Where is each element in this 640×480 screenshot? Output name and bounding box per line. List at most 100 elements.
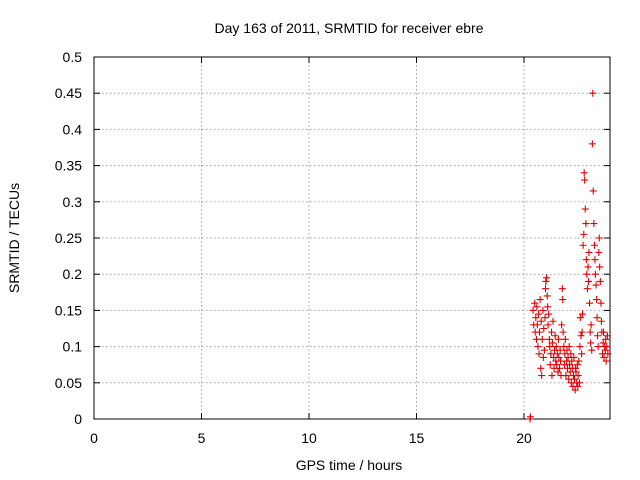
data-point bbox=[561, 350, 569, 358]
data-point bbox=[541, 314, 549, 322]
data-point bbox=[582, 256, 590, 264]
data-point bbox=[542, 285, 549, 293]
data-point bbox=[552, 343, 560, 351]
y-tick-label: 0.25 bbox=[55, 230, 82, 246]
data-point bbox=[557, 357, 565, 365]
data-point bbox=[591, 270, 599, 278]
data-point bbox=[603, 332, 611, 340]
data-point bbox=[545, 335, 553, 343]
y-tick-label: 0.15 bbox=[55, 302, 82, 318]
data-point bbox=[588, 140, 596, 148]
data-point bbox=[539, 306, 547, 314]
data-point bbox=[588, 346, 596, 354]
data-point bbox=[571, 375, 579, 383]
data-point bbox=[559, 328, 567, 336]
data-point bbox=[537, 364, 545, 372]
data-point bbox=[549, 317, 557, 325]
data-point bbox=[533, 303, 541, 311]
data-point bbox=[587, 339, 595, 347]
data-point bbox=[571, 386, 579, 394]
data-point bbox=[593, 296, 601, 304]
data-point bbox=[562, 372, 570, 380]
data-point bbox=[540, 346, 548, 354]
data-point bbox=[529, 306, 537, 314]
tick-layer: 0 0.05 0.1 0.15 0.2 0.25 0.3 0.35 0.4 0.45 0.5 0 5 10… bbox=[55, 49, 610, 446]
data-point bbox=[604, 350, 612, 358]
data-point bbox=[535, 328, 543, 336]
data-point bbox=[594, 343, 602, 351]
data-point bbox=[585, 248, 593, 256]
x-tick-label: 20 bbox=[516, 430, 532, 446]
data-point bbox=[583, 270, 591, 278]
data-point bbox=[543, 274, 551, 282]
data-point bbox=[574, 372, 582, 380]
data-point bbox=[583, 285, 591, 293]
data-point bbox=[594, 332, 602, 340]
data-point bbox=[578, 350, 586, 358]
y-axis-label: SRMTID / TECUs bbox=[6, 183, 22, 293]
data-point bbox=[554, 368, 562, 376]
data-point bbox=[591, 241, 599, 249]
data-point bbox=[555, 353, 563, 361]
data-point bbox=[580, 169, 588, 177]
data-point bbox=[580, 230, 588, 238]
data-point bbox=[586, 299, 594, 307]
data-point bbox=[566, 361, 574, 369]
data-point bbox=[582, 220, 590, 228]
data-point bbox=[558, 285, 566, 293]
data-point bbox=[533, 321, 541, 329]
data-point bbox=[551, 332, 559, 340]
data-point bbox=[539, 353, 547, 361]
data-point bbox=[603, 343, 611, 351]
data-point bbox=[567, 350, 575, 358]
data-point bbox=[589, 187, 597, 195]
data-point bbox=[599, 339, 607, 347]
data-point bbox=[597, 317, 605, 325]
data-point bbox=[578, 328, 586, 336]
data-point bbox=[570, 353, 578, 361]
data-point bbox=[593, 314, 601, 322]
x-tick-label: 5 bbox=[198, 430, 206, 446]
y-tick-label: 0.45 bbox=[55, 85, 82, 101]
data-point bbox=[578, 310, 586, 318]
data-point bbox=[540, 325, 548, 332]
data-point bbox=[575, 379, 583, 387]
y-tick-label: 0.4 bbox=[63, 121, 83, 137]
data-point bbox=[600, 353, 608, 361]
y-tick-label: 0.05 bbox=[55, 375, 82, 391]
data-point bbox=[538, 335, 546, 343]
data-point bbox=[574, 382, 582, 390]
y-tick-label: 0.3 bbox=[63, 194, 83, 210]
data-point bbox=[575, 357, 583, 365]
data-point bbox=[536, 296, 544, 304]
data-point bbox=[563, 346, 571, 354]
data-point bbox=[600, 328, 608, 336]
data-point bbox=[545, 310, 553, 318]
data-point bbox=[554, 335, 562, 343]
data-point bbox=[543, 292, 551, 300]
y-tick-label: 0.2 bbox=[63, 266, 83, 282]
data-point bbox=[532, 314, 540, 322]
data-point bbox=[555, 364, 563, 372]
data-point bbox=[561, 335, 569, 343]
data-point bbox=[589, 89, 597, 97]
data-point bbox=[591, 256, 599, 264]
data-point bbox=[546, 343, 554, 351]
data-point bbox=[601, 346, 609, 354]
data-point bbox=[587, 321, 595, 329]
data-point bbox=[602, 357, 610, 365]
data-point bbox=[579, 241, 587, 249]
data-point bbox=[568, 357, 576, 365]
data-point bbox=[542, 277, 550, 285]
data-point bbox=[597, 299, 605, 307]
data-point bbox=[548, 339, 556, 347]
data-point bbox=[592, 281, 600, 289]
y-tick-label: 0.1 bbox=[63, 339, 83, 355]
data-point bbox=[585, 277, 592, 285]
x-axis-label: GPS time / hours bbox=[296, 457, 403, 473]
data-point bbox=[581, 176, 589, 184]
data-point bbox=[544, 303, 552, 311]
data-point bbox=[576, 343, 584, 351]
